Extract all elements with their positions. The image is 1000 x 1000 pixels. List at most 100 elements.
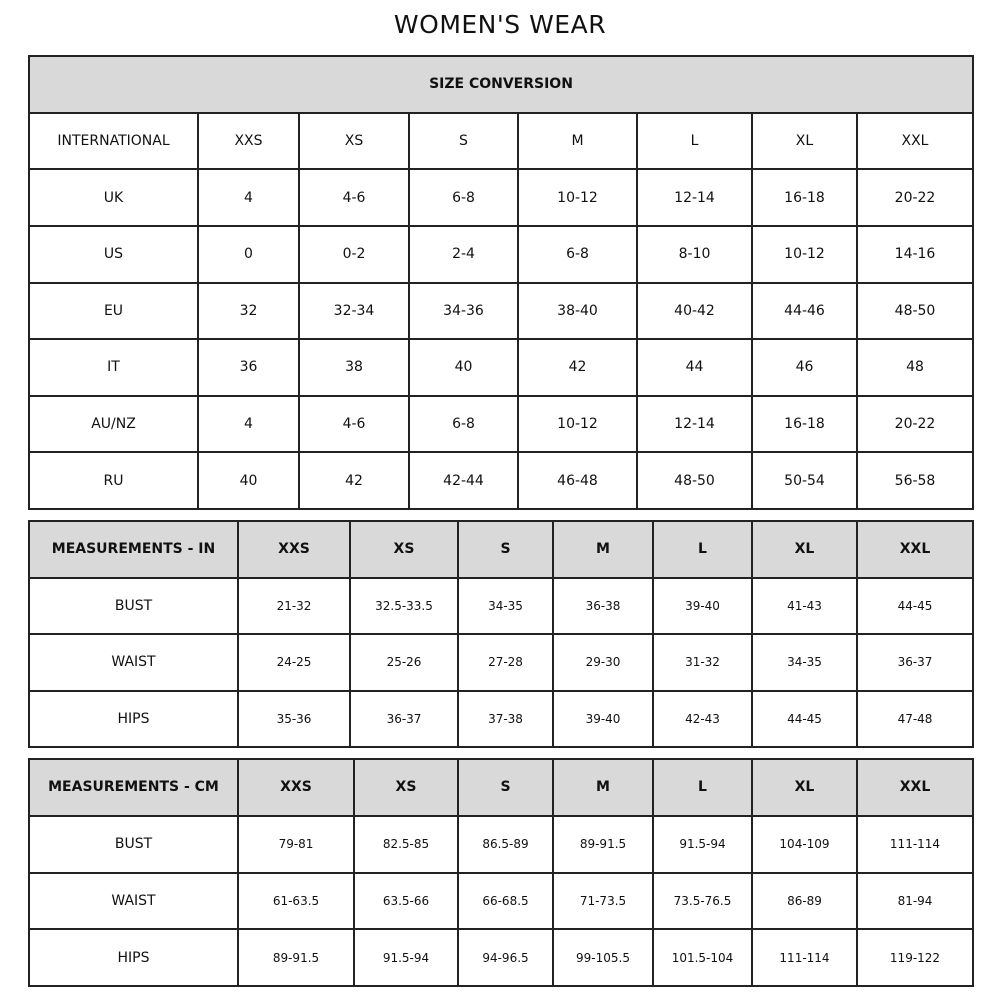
table-cell: 32 — [197, 281, 300, 341]
table-cell: 39-40 — [552, 689, 654, 748]
row-label: HIPS — [28, 928, 239, 987]
table-cell: 0 — [197, 224, 300, 284]
column-header: M — [517, 111, 638, 171]
table-cell: 101.5-104 — [652, 928, 753, 987]
table-cell: 44-45 — [751, 689, 858, 748]
table-row: US 0 0-2 2-4 6-8 8-10 10-12 14-16 — [28, 224, 974, 284]
row-label: WAIST — [28, 633, 239, 692]
column-header: L — [636, 111, 753, 171]
table-cell: 81-94 — [856, 871, 974, 931]
column-header: XXS — [237, 758, 355, 817]
table-row: EU 32 32-34 34-36 38-40 40-42 44-46 48-50 — [28, 281, 974, 341]
column-header: XL — [751, 520, 858, 579]
table-cell: 0-2 — [298, 224, 410, 284]
table-cell: 32.5-33.5 — [349, 576, 459, 635]
table-cell: 34-36 — [408, 281, 519, 341]
column-header: XL — [751, 758, 858, 817]
table-cell: 63.5-66 — [353, 871, 459, 931]
column-header: XXL — [856, 520, 974, 579]
table-row: HIPS 35-36 36-37 37-38 39-40 42-43 44-45 47-48 — [28, 689, 974, 748]
column-header: XXS — [237, 520, 351, 579]
table-cell: 40 — [408, 338, 519, 397]
table-cell: 61-63.5 — [237, 871, 355, 931]
column-header: XS — [353, 758, 459, 817]
table-cell: 40-42 — [636, 281, 753, 341]
table-cell: 10-12 — [751, 224, 858, 284]
table-cell: 38-40 — [517, 281, 638, 341]
column-header: L — [652, 758, 753, 817]
table-cell: 44-46 — [751, 281, 858, 341]
table-cell: 48-50 — [636, 451, 753, 510]
table-cell: 36 — [197, 338, 300, 397]
table-cell: 4 — [197, 168, 300, 227]
table-cell: 44-45 — [856, 576, 974, 635]
table-cell: 48-50 — [856, 281, 974, 341]
page-title: WOMEN'S WEAR — [393, 10, 607, 39]
header-row: MEASUREMENTS - CM XXS XS S M L XL XXL — [28, 758, 974, 817]
table-cell: 36-37 — [856, 633, 974, 692]
column-header: M — [552, 758, 654, 817]
header-row: INTERNATIONAL XXS XS S M L XL XXL — [28, 111, 974, 171]
table-cell: 94-96.5 — [457, 928, 554, 987]
table-row: BUST 21-32 32.5-33.5 34-35 36-38 39-40 41-43 44… — [28, 576, 974, 635]
table-cell: 40 — [197, 451, 300, 510]
table-cell: 47-48 — [856, 689, 974, 748]
table-row: WAIST 24-25 25-26 27-28 29-30 31-32 34-35 36-37 — [28, 633, 974, 692]
column-header: XL — [751, 111, 858, 171]
row-label: RU — [28, 451, 199, 510]
table-cell: 36-37 — [349, 689, 459, 748]
table-cell: 24-25 — [237, 633, 351, 692]
table-cell: 16-18 — [751, 168, 858, 227]
table-cell: 20-22 — [856, 394, 974, 454]
table-cell: 25-26 — [349, 633, 459, 692]
table-cell: 34-35 — [457, 576, 554, 635]
row-label: UK — [28, 168, 199, 227]
column-header: INTERNATIONAL — [28, 111, 199, 171]
table-cell: 56-58 — [856, 451, 974, 510]
table-cell: 42-43 — [652, 689, 753, 748]
row-label: WAIST — [28, 871, 239, 931]
table-cell: 66-68.5 — [457, 871, 554, 931]
table-heading: SIZE CONVERSION — [28, 55, 974, 114]
table-cell: 6-8 — [517, 224, 638, 284]
table-cell: 42-44 — [408, 451, 519, 510]
table-cell: 12-14 — [636, 394, 753, 454]
table-cell: 27-28 — [457, 633, 554, 692]
table-cell: 99-105.5 — [552, 928, 654, 987]
table-cell: 20-22 — [856, 168, 974, 227]
row-label: EU — [28, 281, 199, 341]
table-cell: 4-6 — [298, 394, 410, 454]
column-header: MEASUREMENTS - CM — [28, 758, 239, 817]
table-cell: 48 — [856, 338, 974, 397]
table-row: IT 36 38 40 42 44 46 48 — [28, 338, 974, 397]
column-header: XS — [298, 111, 410, 171]
table-cell: 86.5-89 — [457, 814, 554, 874]
table-cell: 32-34 — [298, 281, 410, 341]
table-row: AU/NZ 4 4-6 6-8 10-12 12-14 16-18 20-22 — [28, 394, 974, 454]
header-row: MEASUREMENTS - IN XXS XS S M L XL XXL — [28, 520, 974, 579]
table-cell: 79-81 — [237, 814, 355, 874]
table-cell: 73.5-76.5 — [652, 871, 753, 931]
table-cell: 2-4 — [408, 224, 519, 284]
table-cell: 35-36 — [237, 689, 351, 748]
row-label: AU/NZ — [28, 394, 199, 454]
table-row: BUST 79-81 82.5-85 86.5-89 89-91.5 91.5-94 104… — [28, 814, 974, 874]
table-cell: 86-89 — [751, 871, 858, 931]
table-cell: 10-12 — [517, 394, 638, 454]
table-cell: 4-6 — [298, 168, 410, 227]
table-cell: 111-114 — [751, 928, 858, 987]
row-label: IT — [28, 338, 199, 397]
table-row: RU 40 42 42-44 46-48 48-50 50-54 56-58 — [28, 451, 974, 510]
table-row: HIPS 89-91.5 91.5-94 94-96.5 99-105.5 101.5-1… — [28, 928, 974, 987]
table-cell: 89-91.5 — [237, 928, 355, 987]
measurements-cm-table: MEASUREMENTS - CM XXS XS S M L XL XXL BUST 79-81 8… — [28, 758, 974, 987]
table-cell: 91.5-94 — [353, 928, 459, 987]
column-header: MEASUREMENTS - IN — [28, 520, 239, 579]
measurements-in-table: MEASUREMENTS - IN XXS XS S M L XL XXL BUST 21-32 3… — [28, 520, 974, 748]
table-cell: 6-8 — [408, 394, 519, 454]
table-cell: 46 — [751, 338, 858, 397]
table-cell: 91.5-94 — [652, 814, 753, 874]
row-label: HIPS — [28, 689, 239, 748]
column-header: S — [408, 111, 519, 171]
column-header: M — [552, 520, 654, 579]
